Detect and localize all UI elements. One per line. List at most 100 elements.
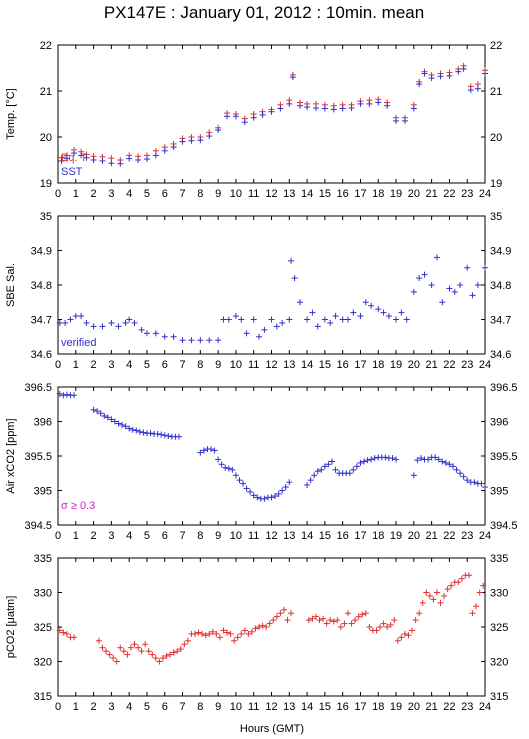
data-point xyxy=(288,257,295,264)
data-point xyxy=(154,430,161,437)
legend-entry: Eq. T xyxy=(61,152,87,164)
data-point xyxy=(410,472,417,479)
data-point xyxy=(135,157,142,163)
data-point xyxy=(373,627,380,634)
x-tick-label: 18 xyxy=(372,530,384,542)
data-point xyxy=(428,282,435,288)
data-point xyxy=(435,456,442,463)
data-point xyxy=(366,624,373,630)
y-tick-label-right: 34.8 xyxy=(490,280,511,292)
data-point xyxy=(140,429,147,436)
data-point xyxy=(412,617,419,624)
y-tick-label-right: 395 xyxy=(490,486,508,498)
data-point xyxy=(259,622,266,629)
data-point xyxy=(167,651,174,658)
x-tick-label: 19 xyxy=(390,188,402,200)
data-point xyxy=(131,319,138,326)
data-point xyxy=(243,485,250,492)
x-tick-label: 22 xyxy=(443,188,455,200)
x-tick-label: 0 xyxy=(55,188,61,200)
data-point xyxy=(416,275,423,282)
y-tick-label-right: 335 xyxy=(490,553,508,565)
x-tick-label: 21 xyxy=(426,359,438,371)
data-point xyxy=(362,610,369,617)
data-point xyxy=(371,455,378,462)
data-point xyxy=(394,637,401,644)
x-tick-label: 12 xyxy=(265,188,277,200)
data-point xyxy=(311,472,318,479)
data-point xyxy=(320,615,327,622)
data-point xyxy=(206,630,213,637)
x-tick-label: 18 xyxy=(372,701,384,713)
y-tick-label-left: 396.5 xyxy=(24,382,52,394)
data-point xyxy=(314,323,321,330)
panel-1: 0 1 2 3 4 5 6 7 8 9 10 11 12 13 14 15 16 17 18 19 20 21 22 23 24… xyxy=(5,40,502,200)
data-point xyxy=(444,586,451,593)
data-point xyxy=(419,599,426,606)
data-point xyxy=(476,589,483,596)
data-point xyxy=(90,157,97,163)
data-point xyxy=(224,113,231,120)
y-tick-label-left: 394.5 xyxy=(24,520,52,532)
data-point xyxy=(254,494,261,501)
x-tick-label: 5 xyxy=(144,530,150,542)
data-point xyxy=(218,461,225,468)
data-point xyxy=(115,420,122,427)
data-point xyxy=(433,589,440,596)
data-point xyxy=(241,627,248,634)
data-point xyxy=(357,459,364,466)
data-point xyxy=(471,479,478,486)
data-point xyxy=(330,618,337,625)
data-point xyxy=(423,589,430,596)
data-point xyxy=(377,624,384,630)
data-point xyxy=(286,100,293,107)
y-axis-label: Air xCO2 [ppm] xyxy=(5,418,17,493)
data-point xyxy=(446,72,453,79)
x-tick-label: 6 xyxy=(162,188,168,200)
data-point xyxy=(191,630,198,637)
y-tick-label-right: 20 xyxy=(490,132,502,144)
x-tick-label: 7 xyxy=(179,188,185,200)
data-point xyxy=(78,313,85,320)
data-point xyxy=(250,316,257,323)
data-point xyxy=(83,319,90,326)
data-point xyxy=(250,114,257,121)
data-point xyxy=(455,68,462,75)
data-point xyxy=(243,330,250,337)
data-point xyxy=(161,432,168,439)
data-point xyxy=(110,655,117,662)
data-point xyxy=(469,292,476,299)
data-point xyxy=(389,455,396,462)
data-point xyxy=(325,461,332,468)
data-point xyxy=(385,313,392,320)
data-point xyxy=(138,326,145,333)
data-point xyxy=(362,299,369,306)
x-tick-label: 10 xyxy=(230,701,242,713)
data-point xyxy=(393,117,400,124)
data-point xyxy=(425,456,432,463)
x-tick-label: 10 xyxy=(230,359,242,371)
data-point xyxy=(387,621,394,628)
x-tick-label: 12 xyxy=(265,359,277,371)
data-point xyxy=(215,337,222,344)
data-point xyxy=(156,658,163,665)
data-point xyxy=(405,632,412,639)
data-point xyxy=(460,473,467,480)
data-point xyxy=(108,416,115,423)
x-tick-label: 11 xyxy=(248,359,259,371)
data-point xyxy=(95,637,102,644)
data-point xyxy=(261,495,268,502)
y-tick-label-right: 395.5 xyxy=(490,451,518,463)
data-point xyxy=(247,488,254,495)
y-tick-label-left: 35 xyxy=(40,211,52,223)
data-point xyxy=(289,74,296,81)
data-point xyxy=(327,319,334,326)
data-point xyxy=(202,632,209,639)
data-point xyxy=(345,316,352,323)
x-tick-label: 4 xyxy=(126,359,132,371)
y-tick-label-left: 395 xyxy=(34,486,52,498)
y-tick-label-left: 22 xyxy=(40,40,52,52)
y-tick-label-right: 394.5 xyxy=(490,520,518,532)
data-point xyxy=(248,628,255,635)
